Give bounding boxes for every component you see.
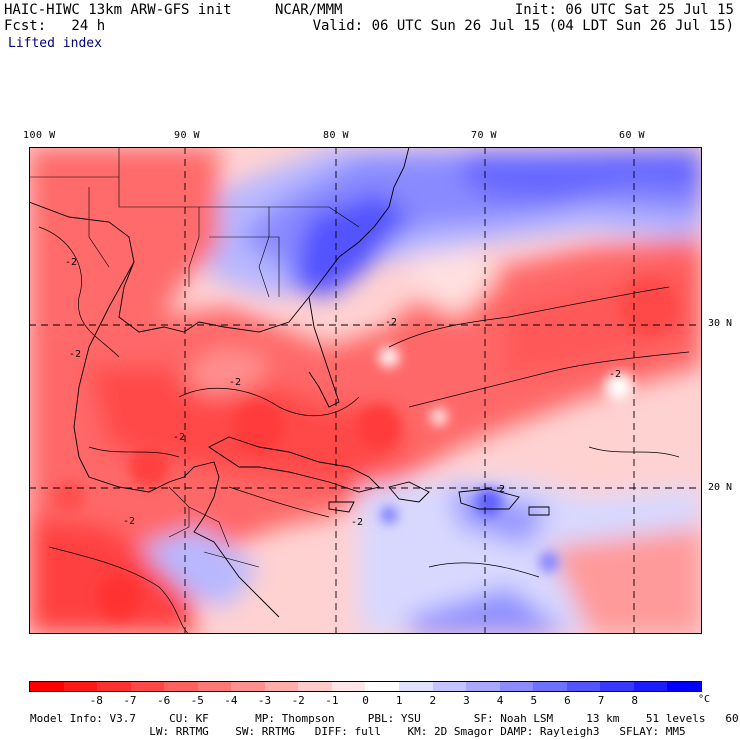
org-label: NCAR/MMM: [275, 2, 343, 18]
colorbar-swatch: [533, 682, 567, 691]
borders: [29, 147, 360, 568]
colorbar-tick-label: -5: [190, 694, 204, 707]
colorbar-tick-label: -4: [224, 694, 238, 707]
colorbar-swatch: [432, 682, 467, 691]
colorbar-swatch: [298, 682, 332, 691]
colorbar-tick-label: 8: [631, 694, 638, 707]
colorbar-swatch: [97, 682, 131, 691]
contour-label: -2: [123, 516, 135, 527]
model-title: HAIC-HIWC 13km ARW-GFS init: [4, 2, 232, 18]
lat-lon-grid: [29, 147, 702, 634]
colorbar-swatch: [164, 682, 198, 691]
lon-label-70w: 70 W: [471, 130, 498, 141]
field-name: Lifted index: [8, 36, 102, 51]
colorbar-tick-label: -7: [123, 694, 137, 707]
lat-label-20n: 20 N: [708, 482, 733, 493]
model-info-line1: Model Info: V3.7 CU: KF MP: Thompson PBL…: [30, 712, 740, 725]
colorbar-swatch: [667, 682, 701, 691]
contour-label: -2: [229, 377, 241, 388]
colorbar-swatch: [197, 682, 232, 691]
init-time: Init: 06 UTC Sat 25 Jul 15: [514, 2, 734, 18]
colorbar-tick-label: -2: [291, 694, 305, 707]
colorbar-tick-label: 7: [597, 694, 605, 707]
colorbar-tick-label: 1: [395, 694, 403, 707]
lifted-index-map: -2 -2 -2 -2 -2 -2 -2 2 -2: [29, 147, 702, 634]
contour-label: -2: [69, 349, 81, 360]
colorbar-swatch: [130, 682, 165, 691]
model-info-line2: LW: RRTMG SW: RRTMG DIFF: full KM: 2D Sm…: [30, 725, 686, 738]
forecast-hour: Fcst: 24 h: [4, 18, 106, 34]
map-frame: [29, 147, 702, 634]
colorbar-tick-label: 4: [496, 694, 504, 707]
colorbar-swatch: [30, 682, 64, 691]
field-shading: [29, 147, 702, 634]
contour-label: -2: [351, 517, 363, 528]
contour-label: -2: [609, 369, 621, 380]
colorbar-swatch: [466, 682, 500, 691]
colorbar-swatch: [231, 682, 265, 691]
colorbar-swatch: [600, 682, 634, 691]
contour-labels: -2 -2 -2 -2 -2 -2 -2 2 -2: [65, 257, 621, 528]
colorbar-swatch: [264, 682, 299, 691]
lat-label-30n: 30 N: [708, 318, 733, 329]
valid-time: Valid: 06 UTC Sun 26 Jul 15 (04 LDT Sun …: [312, 18, 734, 34]
colorbar-swatch: [499, 682, 534, 691]
contour-label: -2: [173, 432, 185, 443]
contour-label: 2: [499, 484, 505, 495]
colorbar-unit: °C: [698, 694, 711, 705]
colorbar-tick-label: -6: [156, 694, 171, 707]
contours: [38, 226, 690, 634]
coastlines: [29, 147, 550, 618]
colorbar-tick-label: 5: [530, 694, 538, 707]
colorbar-tick-label: 3: [463, 694, 470, 707]
colorbar-tick-label: 2: [429, 694, 437, 707]
colorbar-swatch: [63, 682, 98, 691]
colorbar-tick-label: 6: [564, 694, 571, 707]
colorbar-tick-label: -3: [257, 694, 272, 707]
colorbar: [29, 681, 702, 692]
colorbar-swatch: [331, 682, 366, 691]
contour-label: -2: [385, 317, 397, 328]
lon-label-90w: 90 W: [174, 130, 201, 141]
colorbar-swatch: [633, 682, 668, 691]
contour-label: -2: [65, 257, 77, 268]
colorbar-tick-label: -1: [325, 694, 339, 707]
lon-label-100w: 100 W: [23, 130, 56, 141]
lon-label-80w: 80 W: [323, 130, 350, 141]
colorbar-swatch: [365, 682, 400, 691]
colorbar-tick-label: -8: [89, 694, 103, 707]
colorbar-swatch: [566, 682, 601, 691]
lon-label-60w: 60 W: [619, 130, 646, 141]
colorbar-swatch: [399, 682, 433, 691]
colorbar-tick-label: 0: [362, 694, 369, 707]
